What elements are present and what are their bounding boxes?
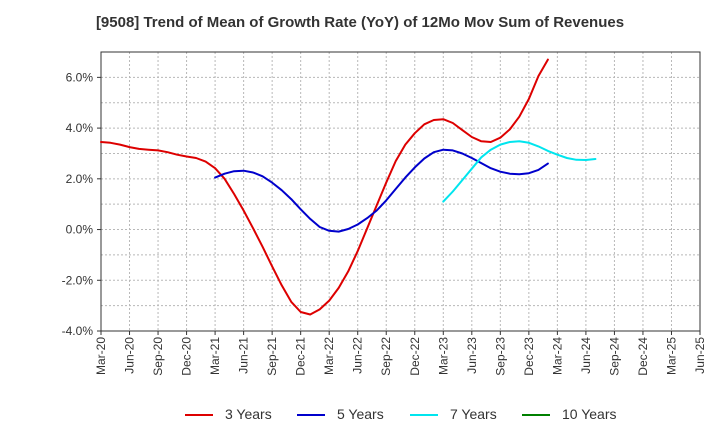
- x-tick-label: Mar-20: [94, 337, 108, 375]
- x-tick-label: Jun-21: [237, 337, 251, 374]
- x-tick-label: Sep-20: [151, 337, 165, 376]
- x-tick-label: Sep-23: [493, 337, 507, 376]
- x-tick-label: Mar-25: [664, 337, 678, 375]
- legend-label-5-years: 5 Years: [337, 406, 384, 422]
- y-tick-label: 2.0%: [66, 172, 94, 186]
- series-line-5-years: [214, 148, 549, 233]
- x-tick-label: Mar-21: [208, 337, 222, 375]
- legend-swatch-10-years: [522, 414, 550, 416]
- y-tick-label: 6.0%: [66, 70, 94, 84]
- y-axis: -4.0% -2.0% 0.0% 2.0% 4.0% 6.0%: [62, 70, 101, 338]
- x-tick-label: Jun-23: [465, 337, 479, 374]
- legend: 3 Years 5 Years 7 Years 10 Years: [0, 405, 720, 425]
- grid-lines: [101, 52, 700, 331]
- y-tick-label: -2.0%: [62, 273, 94, 287]
- x-tick-label: Mar-23: [436, 337, 450, 375]
- x-tick-label: Sep-21: [265, 337, 279, 376]
- x-tick-label: Mar-24: [550, 337, 564, 375]
- x-tick-label: Jun-25: [693, 337, 707, 374]
- x-tick-label: Dec-22: [408, 337, 422, 376]
- series-lines: [100, 58, 597, 316]
- series-line-7-years: [442, 140, 597, 203]
- y-tick-label: 0.0%: [66, 223, 94, 237]
- plot-frame: [100, 51, 701, 332]
- x-tick-label: Sep-22: [379, 337, 393, 376]
- plot-area: [101, 52, 700, 331]
- x-axis: Mar-20 Jun-20 Sep-20 Dec-20 Mar-21 Jun-21 Sep-…: [94, 331, 707, 376]
- x-tick-label: Jun-20: [123, 337, 137, 374]
- x-tick-label: Jun-24: [579, 337, 593, 374]
- x-tick-label: Sep-24: [607, 337, 621, 376]
- legend-label-10-years: 10 Years: [562, 406, 617, 422]
- legend-label-3-years: 3 Years: [225, 406, 272, 422]
- legend-swatch-3-years: [185, 414, 213, 416]
- x-tick-label: Dec-24: [636, 337, 650, 376]
- x-tick-label: Jun-22: [351, 337, 365, 374]
- y-tick-label: -4.0%: [62, 324, 94, 338]
- chart-title: [9508] Trend of Mean of Growth Rate (YoY…: [95, 14, 625, 31]
- x-tick-label: Mar-22: [322, 337, 336, 375]
- series-line-3-years: [100, 58, 549, 316]
- legend-swatch-5-years: [297, 414, 325, 416]
- x-tick-label: Dec-23: [522, 337, 536, 376]
- legend-swatch-7-years: [410, 414, 438, 416]
- x-tick-label: Dec-21: [294, 337, 308, 376]
- x-tick-label: Dec-20: [180, 337, 194, 376]
- y-tick-label: 4.0%: [66, 121, 94, 135]
- legend-label-7-years: 7 Years: [450, 406, 497, 422]
